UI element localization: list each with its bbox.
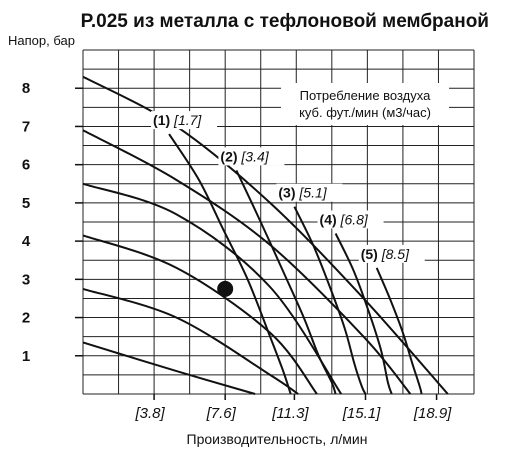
series-label-background bbox=[218, 147, 285, 166]
series-label-background bbox=[358, 244, 425, 263]
pump-curve bbox=[82, 287, 299, 395]
series-label: (2) [3.4] bbox=[220, 148, 269, 164]
y-tick-label: 5 bbox=[22, 195, 30, 212]
annotation-background bbox=[281, 83, 449, 125]
x-tick-label: [3.8] bbox=[134, 405, 165, 422]
air-consumption-curve bbox=[334, 233, 393, 395]
operating-point-marker bbox=[217, 280, 234, 297]
operating-point bbox=[217, 280, 234, 297]
y-tick-label: 4 bbox=[22, 233, 31, 250]
series-label-background bbox=[317, 210, 384, 229]
y-tick-label: 1 bbox=[22, 348, 30, 365]
chart-title: P.025 из металла с тефлоновой мембраной bbox=[81, 11, 489, 32]
series-labels: (1) [1.7] (2) [3.4] (3) [5.1] (4) [6.8] (5) … bbox=[151, 111, 425, 263]
x-tick-label: [15.1] bbox=[342, 405, 381, 422]
x-axis-label: Производительность, л/мин bbox=[187, 431, 368, 447]
annotation-line-2: куб. фут./мин (м3/час) bbox=[299, 105, 431, 120]
series-label: (1) [1.7] bbox=[153, 112, 202, 128]
air-consumption-curve bbox=[293, 206, 367, 395]
series-label-background bbox=[151, 111, 218, 130]
y-tick-label: 6 bbox=[22, 157, 30, 174]
series-label-background bbox=[276, 183, 343, 202]
x-tick-label: [11.3] bbox=[271, 405, 309, 422]
air-consumption-curves bbox=[168, 133, 423, 395]
annotation-line-1: Потребление воздуха bbox=[300, 88, 431, 103]
y-tick-label: 3 bbox=[22, 271, 30, 288]
x-tick-label: [7.6] bbox=[206, 405, 237, 422]
pump-curve bbox=[82, 182, 343, 395]
series-label: (5) [8.5] bbox=[361, 246, 410, 262]
x-tick-label: [18.9] bbox=[413, 405, 452, 422]
axis-ticks: 1 2 3 4 5 6 7 8 [3.8] [7.6] [11.3] [15.1] [18.9] bbox=[22, 80, 452, 422]
y-axis-label: Напор, бар bbox=[8, 33, 75, 48]
air-consumption-curve bbox=[168, 133, 292, 395]
y-tick-label: 8 bbox=[22, 80, 30, 97]
series-label: (4) [6.8] bbox=[320, 211, 369, 227]
pump-curve bbox=[82, 75, 449, 395]
y-tick-label: 7 bbox=[22, 118, 30, 135]
air-consumption-curve bbox=[375, 267, 423, 395]
pump-curve bbox=[82, 129, 412, 395]
y-tick-label: 2 bbox=[22, 310, 30, 327]
series-label: (3) [5.1] bbox=[278, 185, 327, 201]
air-consumption-curve bbox=[235, 169, 337, 395]
pump-curve bbox=[82, 341, 256, 395]
